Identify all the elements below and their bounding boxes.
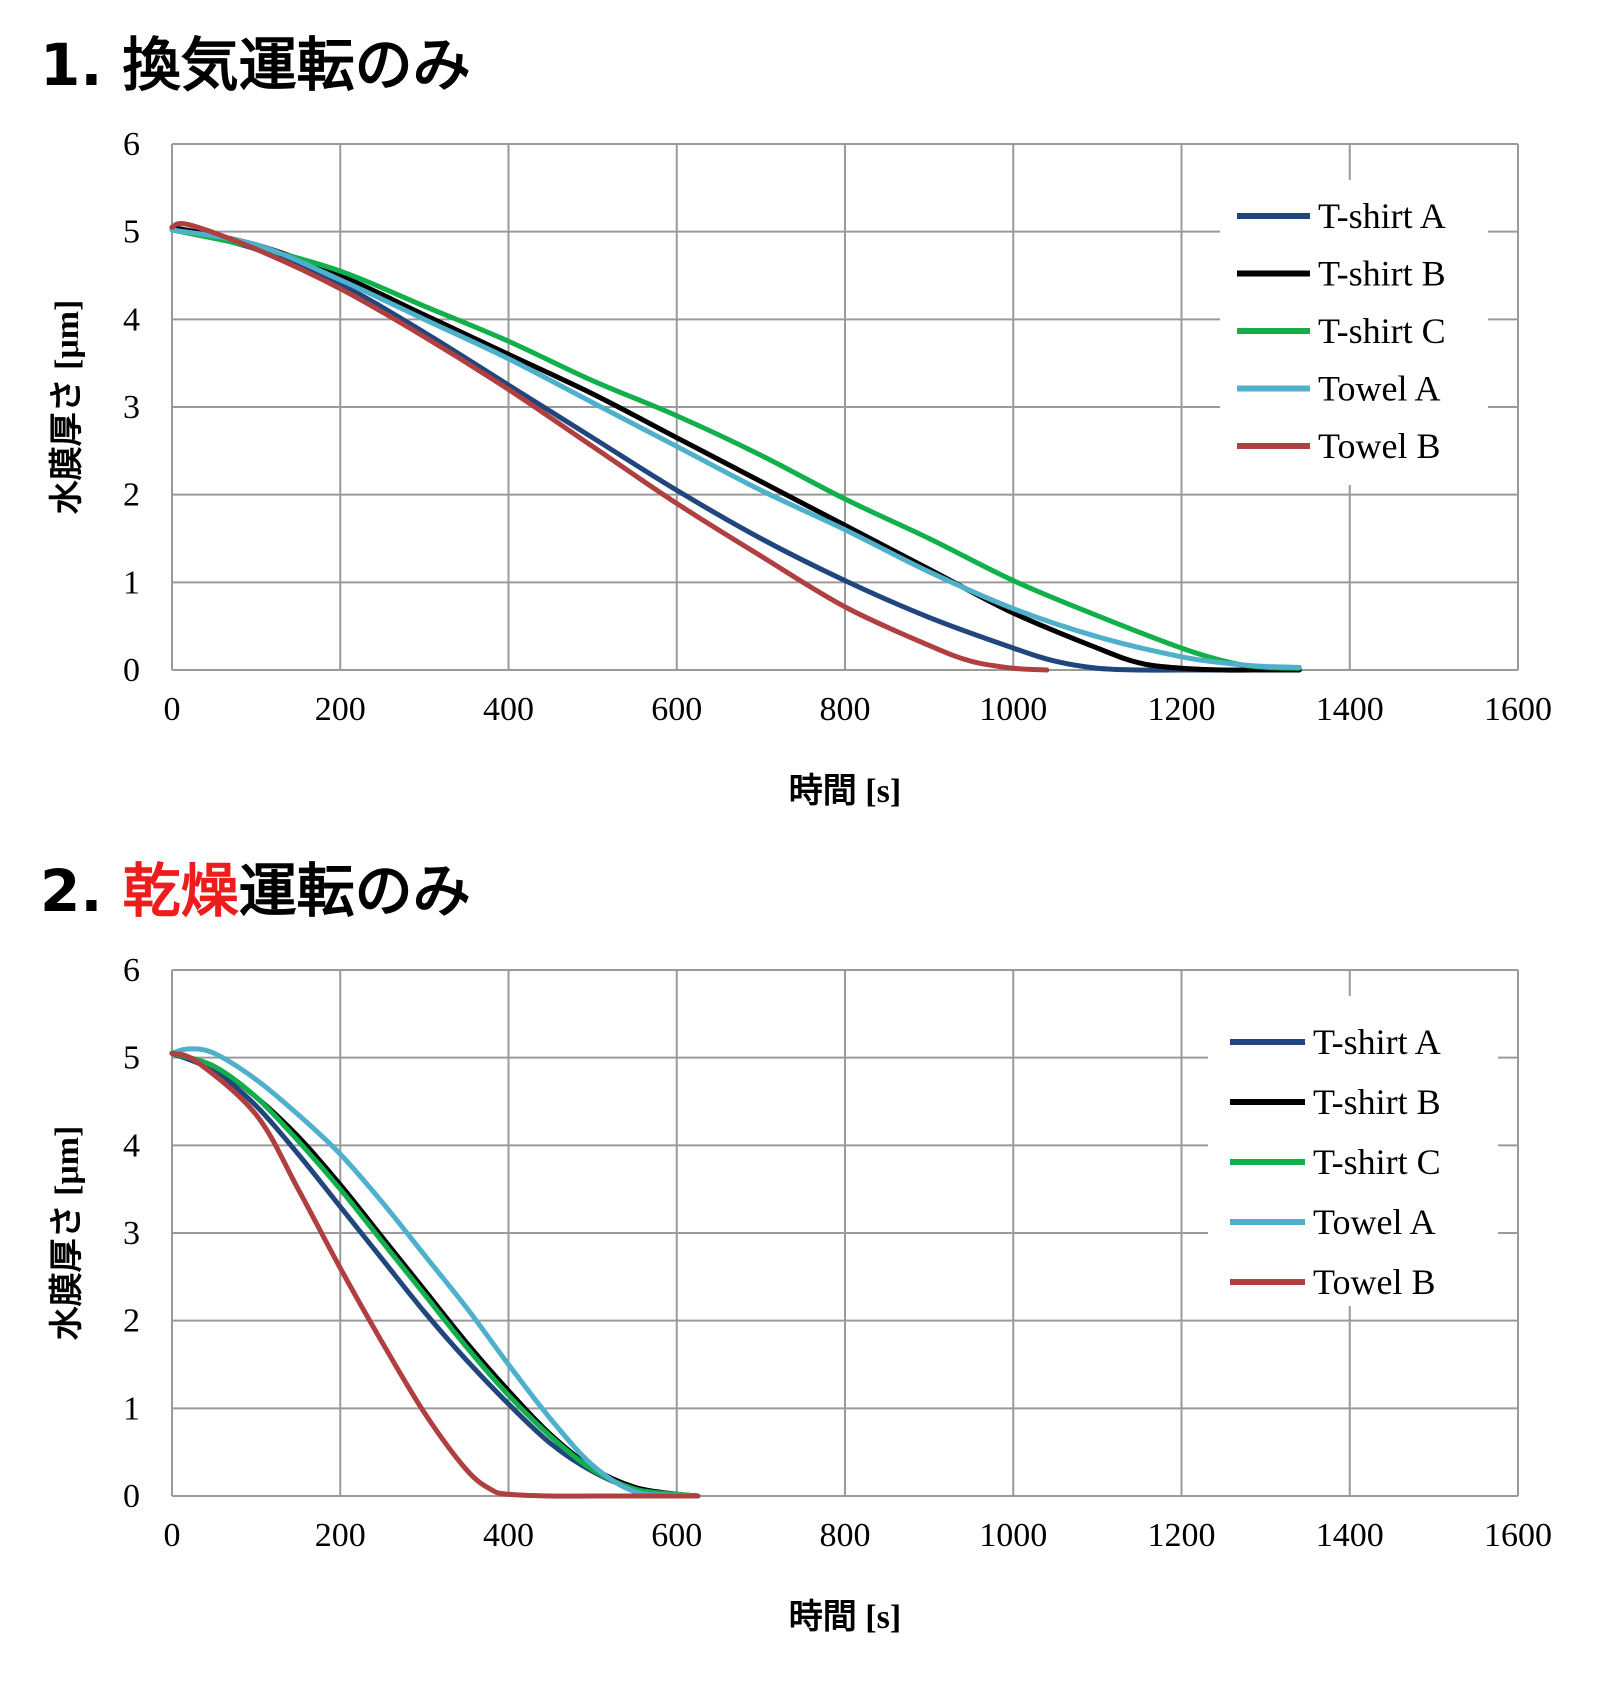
legend-label: Towel A <box>1313 1202 1435 1242</box>
chart-2-heading-number: 2. <box>40 857 103 925</box>
series-line-towel-b <box>169 220 1050 673</box>
x-tick-label: 1400 <box>1316 1517 1384 1554</box>
y-tick-label: 6 <box>123 952 140 989</box>
chart-2-svg: 0 200 400 600 800 1000 1200 1400 1600 0 1 2 3 4 5 6 時間 [… <box>48 952 1552 1636</box>
y-axis-title: 水膜厚さ [μm] <box>48 1126 86 1341</box>
chart-1-svg: 0 200 400 600 800 1000 1200 1400 1600 0 1 2 3 4 5 6 時間 [… <box>48 126 1552 810</box>
y-tick-label: 1 <box>123 1390 140 1427</box>
x-tick-label: 200 <box>315 691 366 728</box>
chart-1-heading: 1. 換気運転のみ <box>40 36 471 94</box>
x-tick-label: 1400 <box>1316 691 1384 728</box>
series-line-t-shirt-c <box>169 227 1302 671</box>
chart-2-heading-highlight: 乾燥 <box>122 857 239 925</box>
series-line-towel-b <box>169 1050 701 1499</box>
series-line-towel-a <box>169 1046 701 1499</box>
legend-label: Towel A <box>1318 369 1440 409</box>
series-line-towel-a <box>169 227 1302 670</box>
y-tick-label: 3 <box>123 389 140 426</box>
legend-label: T-shirt A <box>1318 196 1446 236</box>
x-tick-label: 800 <box>820 691 871 728</box>
y-tick-label: 3 <box>123 1215 140 1252</box>
y-tick-label: 6 <box>123 126 140 163</box>
chart-2-heading-text: 運転のみ <box>238 857 471 925</box>
y-tick-label: 1 <box>123 564 140 601</box>
x-tick-label: 800 <box>820 1517 871 1554</box>
x-axis-title: 時間 [s] <box>789 772 901 810</box>
legend-label: Towel B <box>1318 426 1440 466</box>
x-tick-label: 1600 <box>1484 691 1552 728</box>
y-tick-label: 2 <box>123 1303 140 1340</box>
legend-label: T-shirt B <box>1318 254 1446 294</box>
x-tick-label: 600 <box>651 691 702 728</box>
x-tick-label: 400 <box>483 691 534 728</box>
legend-label: T-shirt C <box>1318 311 1446 351</box>
y-tick-label: 5 <box>123 1040 140 1077</box>
y-tick-label: 4 <box>123 1127 140 1164</box>
x-axis-title: 時間 [s] <box>789 1598 901 1636</box>
y-axis-title: 水膜厚さ [μm] <box>48 300 86 515</box>
x-tick-label: 1000 <box>979 691 1047 728</box>
legend-box <box>1208 996 1498 1306</box>
y-tick-label: 4 <box>123 301 140 338</box>
legend-label: T-shirt B <box>1313 1082 1441 1122</box>
y-tick-label: 0 <box>123 1478 140 1515</box>
x-tick-label: 0 <box>164 1517 181 1554</box>
legend-label: T-shirt C <box>1313 1142 1441 1182</box>
legend: T-shirt A T-shirt B T-shirt C Towel A Towel … <box>1220 180 1488 485</box>
x-tick-label: 1200 <box>1148 691 1216 728</box>
x-tick-label: 0 <box>164 691 181 728</box>
series-line-t-shirt-a <box>169 224 1302 673</box>
chart-2-heading: 2. 乾燥運転のみ <box>40 862 471 920</box>
legend-label: Towel B <box>1313 1262 1435 1302</box>
x-tick-label: 1600 <box>1484 1517 1552 1554</box>
y-tick-label: 2 <box>123 477 140 514</box>
legend-label: T-shirt A <box>1313 1022 1441 1062</box>
legend: T-shirt A T-shirt B T-shirt C Towel A Towel … <box>1208 996 1498 1306</box>
x-tick-label: 1000 <box>979 1517 1047 1554</box>
y-tick-label: 0 <box>123 652 140 689</box>
x-tick-label: 200 <box>315 1517 366 1554</box>
x-tick-label: 400 <box>483 1517 534 1554</box>
chart-1: 0 200 400 600 800 1000 1200 1400 1600 0 1 2 3 4 5 6 時間 [… <box>0 110 1604 870</box>
x-tick-label: 1200 <box>1148 1517 1216 1554</box>
chart-1-heading-text: 換気運転のみ <box>122 31 471 99</box>
series-line-t-shirt-b <box>169 224 1302 673</box>
x-tick-label: 600 <box>651 1517 702 1554</box>
chart-2: 0 200 400 600 800 1000 1200 1400 1600 0 1 2 3 4 5 6 時間 [… <box>0 936 1604 1696</box>
y-tick-label: 5 <box>123 214 140 251</box>
chart-1-heading-number: 1. <box>40 31 103 99</box>
